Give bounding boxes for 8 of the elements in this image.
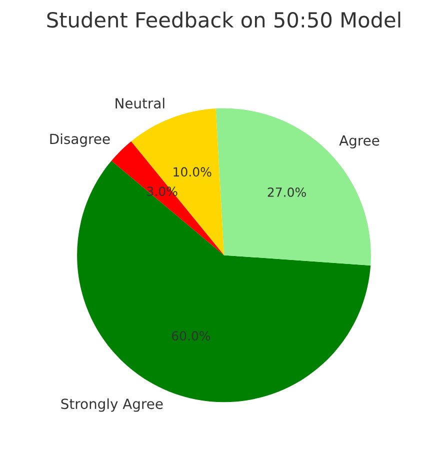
slice-label: Disagree [50,133,110,147]
slice-label: Neutral [116,98,164,109]
data-label: 10.0% [174,167,212,177]
data-label: 60.0% [172,331,210,341]
slice-label: Strongly Agree [61,398,163,412]
slice-label: Agree [339,135,380,148]
data-label: 27.0% [268,187,306,197]
chart-title: Student Feedback on 50:50 Model [47,12,400,28]
